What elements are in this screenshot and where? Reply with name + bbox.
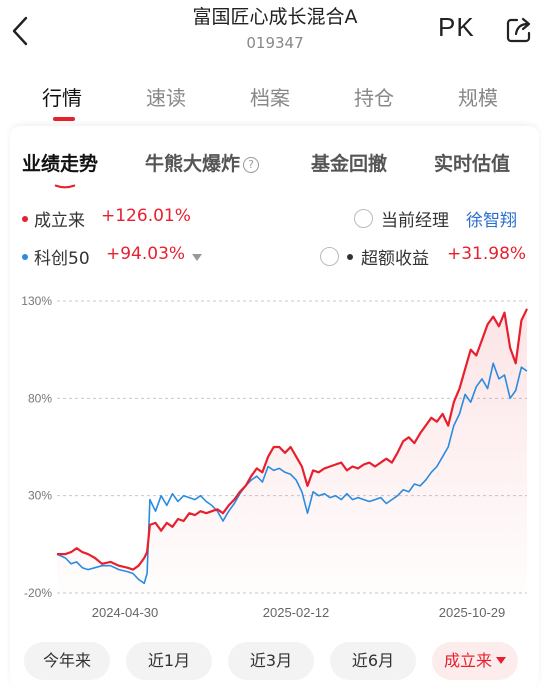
manager-toggle[interactable] — [354, 209, 373, 228]
subtab-estimate[interactable]: 实时估值 — [434, 153, 511, 175]
excess-legend-value: +31.98% — [447, 244, 527, 264]
excess-legend-label: 超额收益 — [361, 249, 429, 269]
x-tick-label: 2024-04-30 — [92, 605, 159, 620]
fund-legend-dot — [22, 216, 28, 222]
manager-label: 当前经理 — [381, 211, 449, 231]
y-tick-label: 30% — [28, 489, 52, 503]
main-tabs: 行情 速读 档案 持仓 规模 — [0, 70, 549, 122]
tab-scale[interactable]: 规模 — [458, 86, 498, 110]
range-3m-button[interactable]: 近3月 — [228, 642, 314, 680]
legend-row-1: 成立来 +126.01% 当前经理 徐智翔 — [0, 204, 549, 234]
chevron-left-icon — [12, 16, 28, 46]
tab-quick-read[interactable]: 速读 — [146, 86, 186, 110]
legend-row-2: 科创50 +94.03% 超额收益 +31.98% — [0, 242, 549, 272]
caret-down-icon — [496, 657, 506, 664]
subtab-drawdown[interactable]: 基金回撤 — [311, 153, 388, 175]
fund-legend-value: +126.01% — [101, 206, 191, 226]
fund-series-line — [57, 308, 528, 571]
x-axis-ticks: 2024-04-30 2025-02-12 2025-10-29 — [92, 605, 506, 620]
performance-card — [10, 126, 539, 688]
help-icon[interactable]: ? — [243, 157, 260, 173]
active-tab-indicator — [53, 117, 75, 121]
pk-button[interactable]: PK — [438, 12, 475, 42]
tab-market[interactable]: 行情 — [42, 86, 82, 110]
performance-chart[interactable]: 130% 80% 30% -20% 2024-04-30 2025-02-12 2025-… — [0, 270, 549, 630]
title-block: 富国匠心成长混合A 019347 — [120, 4, 430, 54]
y-tick-label: 80% — [28, 391, 52, 405]
y-tick-label: 130% — [21, 294, 52, 308]
subtab-bull-bear-label: 牛熊大爆炸 — [145, 153, 241, 175]
top-bar: 富国匠心成长混合A 019347 PK — [0, 0, 549, 62]
benchmark-series-line — [56, 362, 528, 585]
range-since-inception-button[interactable]: 成立来 — [432, 642, 518, 680]
tab-profile[interactable]: 档案 — [250, 86, 290, 110]
sub-tabs: 业绩走势 牛熊大爆炸? 基金回撤 实时估值 — [0, 145, 549, 185]
excess-toggle[interactable] — [320, 247, 339, 266]
x-tick-label: 2025-10-29 — [439, 605, 506, 620]
benchmark-legend-value: +94.03% — [106, 244, 186, 264]
fund-name: 富国匠心成长混合A — [192, 6, 358, 28]
range-1m-button[interactable]: 近1月 — [126, 642, 212, 680]
caret-down-icon[interactable] — [192, 254, 202, 261]
y-axis-ticks: 130% 80% 30% -20% — [21, 294, 52, 600]
subtab-bull-bear[interactable]: 牛熊大爆炸? — [145, 149, 260, 176]
time-range-bar: 今年来 近1月 近3月 近6月 成立来 — [0, 642, 549, 680]
fund-legend-label: 成立来 — [34, 211, 85, 231]
tab-holdings[interactable]: 持仓 — [354, 86, 394, 110]
share-icon — [506, 17, 531, 43]
benchmark-legend-dot — [22, 254, 28, 260]
range-since-inception-label: 成立来 — [443, 651, 492, 670]
manager-name[interactable]: 徐智翔 — [466, 211, 517, 231]
active-subtab-indicator — [54, 184, 76, 189]
y-tick-label: -20% — [24, 586, 52, 600]
subtab-performance[interactable]: 业绩走势 — [22, 153, 99, 175]
range-ytd-button[interactable]: 今年来 — [24, 642, 110, 680]
excess-legend-dot — [347, 254, 353, 260]
fund-code: 019347 — [246, 34, 304, 52]
share-button[interactable] — [505, 16, 533, 44]
series-lines — [56, 308, 528, 585]
back-button[interactable] — [8, 14, 34, 48]
x-tick-label: 2025-02-12 — [263, 605, 330, 620]
range-6m-button[interactable]: 近6月 — [330, 642, 416, 680]
benchmark-legend-label: 科创50 — [34, 249, 90, 269]
